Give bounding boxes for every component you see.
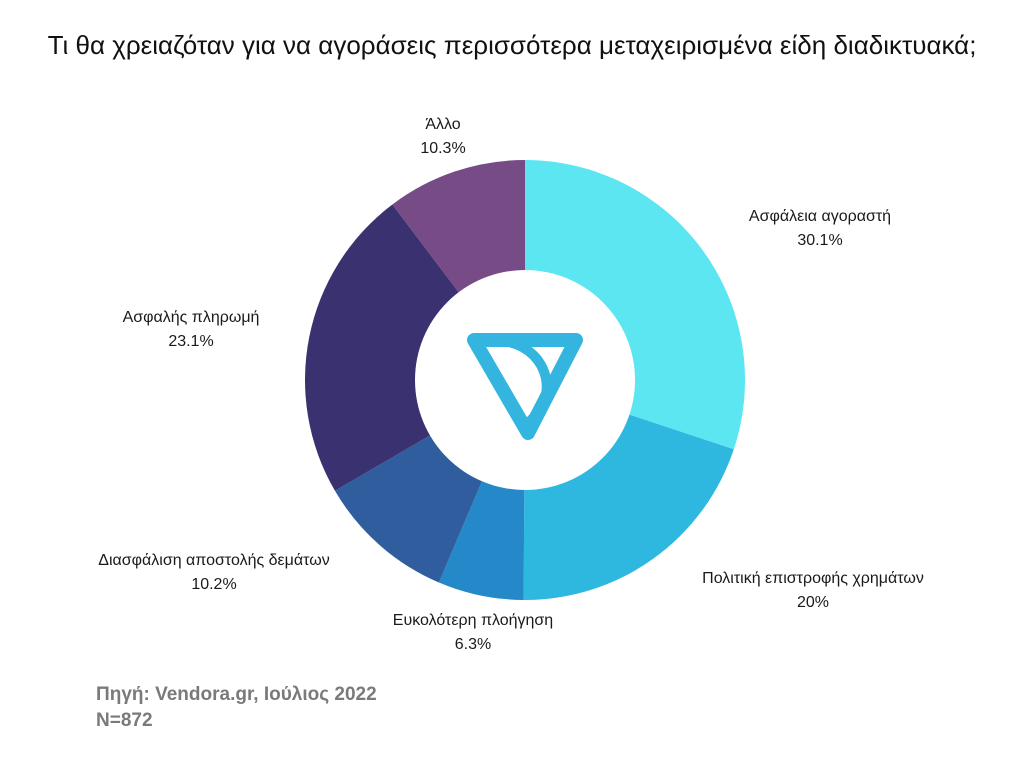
slice-label-name: Πολιτική επιστροφής χρημάτων: [702, 570, 924, 587]
slice-label-name: Άλλο: [425, 116, 461, 133]
chart-title: Τι θα χρειαζόταν για να αγοράσεις περισσ…: [47, 30, 977, 60]
slice-secure-payment: [305, 204, 525, 491]
source-note: Πηγή: Vendora.gr, Ιούλιος 2022: [96, 684, 377, 705]
slice-label-name: Ασφαλής πληρωμή: [122, 309, 260, 326]
slice-label-refund-policy: Πολιτική επιστροφής χρημάτων 20%: [702, 567, 924, 615]
slice-label-other: Άλλο 10.3%: [420, 113, 465, 161]
slice-label-value: 10.2%: [191, 576, 237, 593]
slice-label-name: Διασφάλιση αποστολής δεμάτων: [98, 552, 330, 569]
slice-label-buyer-protection: Ασφάλεια αγοραστή 30.1%: [749, 205, 891, 253]
slice-label-name: Ασφάλεια αγοραστή: [748, 208, 892, 225]
slice-label-value: 20%: [796, 594, 830, 611]
donut-hole: [415, 270, 635, 490]
slice-label-value: 6.3%: [454, 636, 492, 653]
slice-label-value: 10.3%: [420, 140, 466, 157]
slice-label-easier-navigation: Ευκολότερη πλοήγηση 6.3%: [393, 609, 553, 657]
slice-label-name: Ευκολότερη πλοήγηση: [392, 612, 554, 629]
vendora-logo-icon: [467, 333, 583, 440]
sample-size: N=872: [96, 710, 153, 731]
slice-label-value: 23.1%: [168, 333, 214, 350]
slice-label-value: 30.1%: [797, 232, 843, 249]
slice-label-shipping-assurance: Διασφάλιση αποστολής δεμάτων 10.2%: [98, 549, 329, 597]
slice-label-secure-payment: Ασφαλής πληρωμή 23.1%: [123, 306, 260, 354]
chart-footer: Πηγή: Vendora.gr, Ιούλιος 2022 N=872: [96, 682, 377, 734]
